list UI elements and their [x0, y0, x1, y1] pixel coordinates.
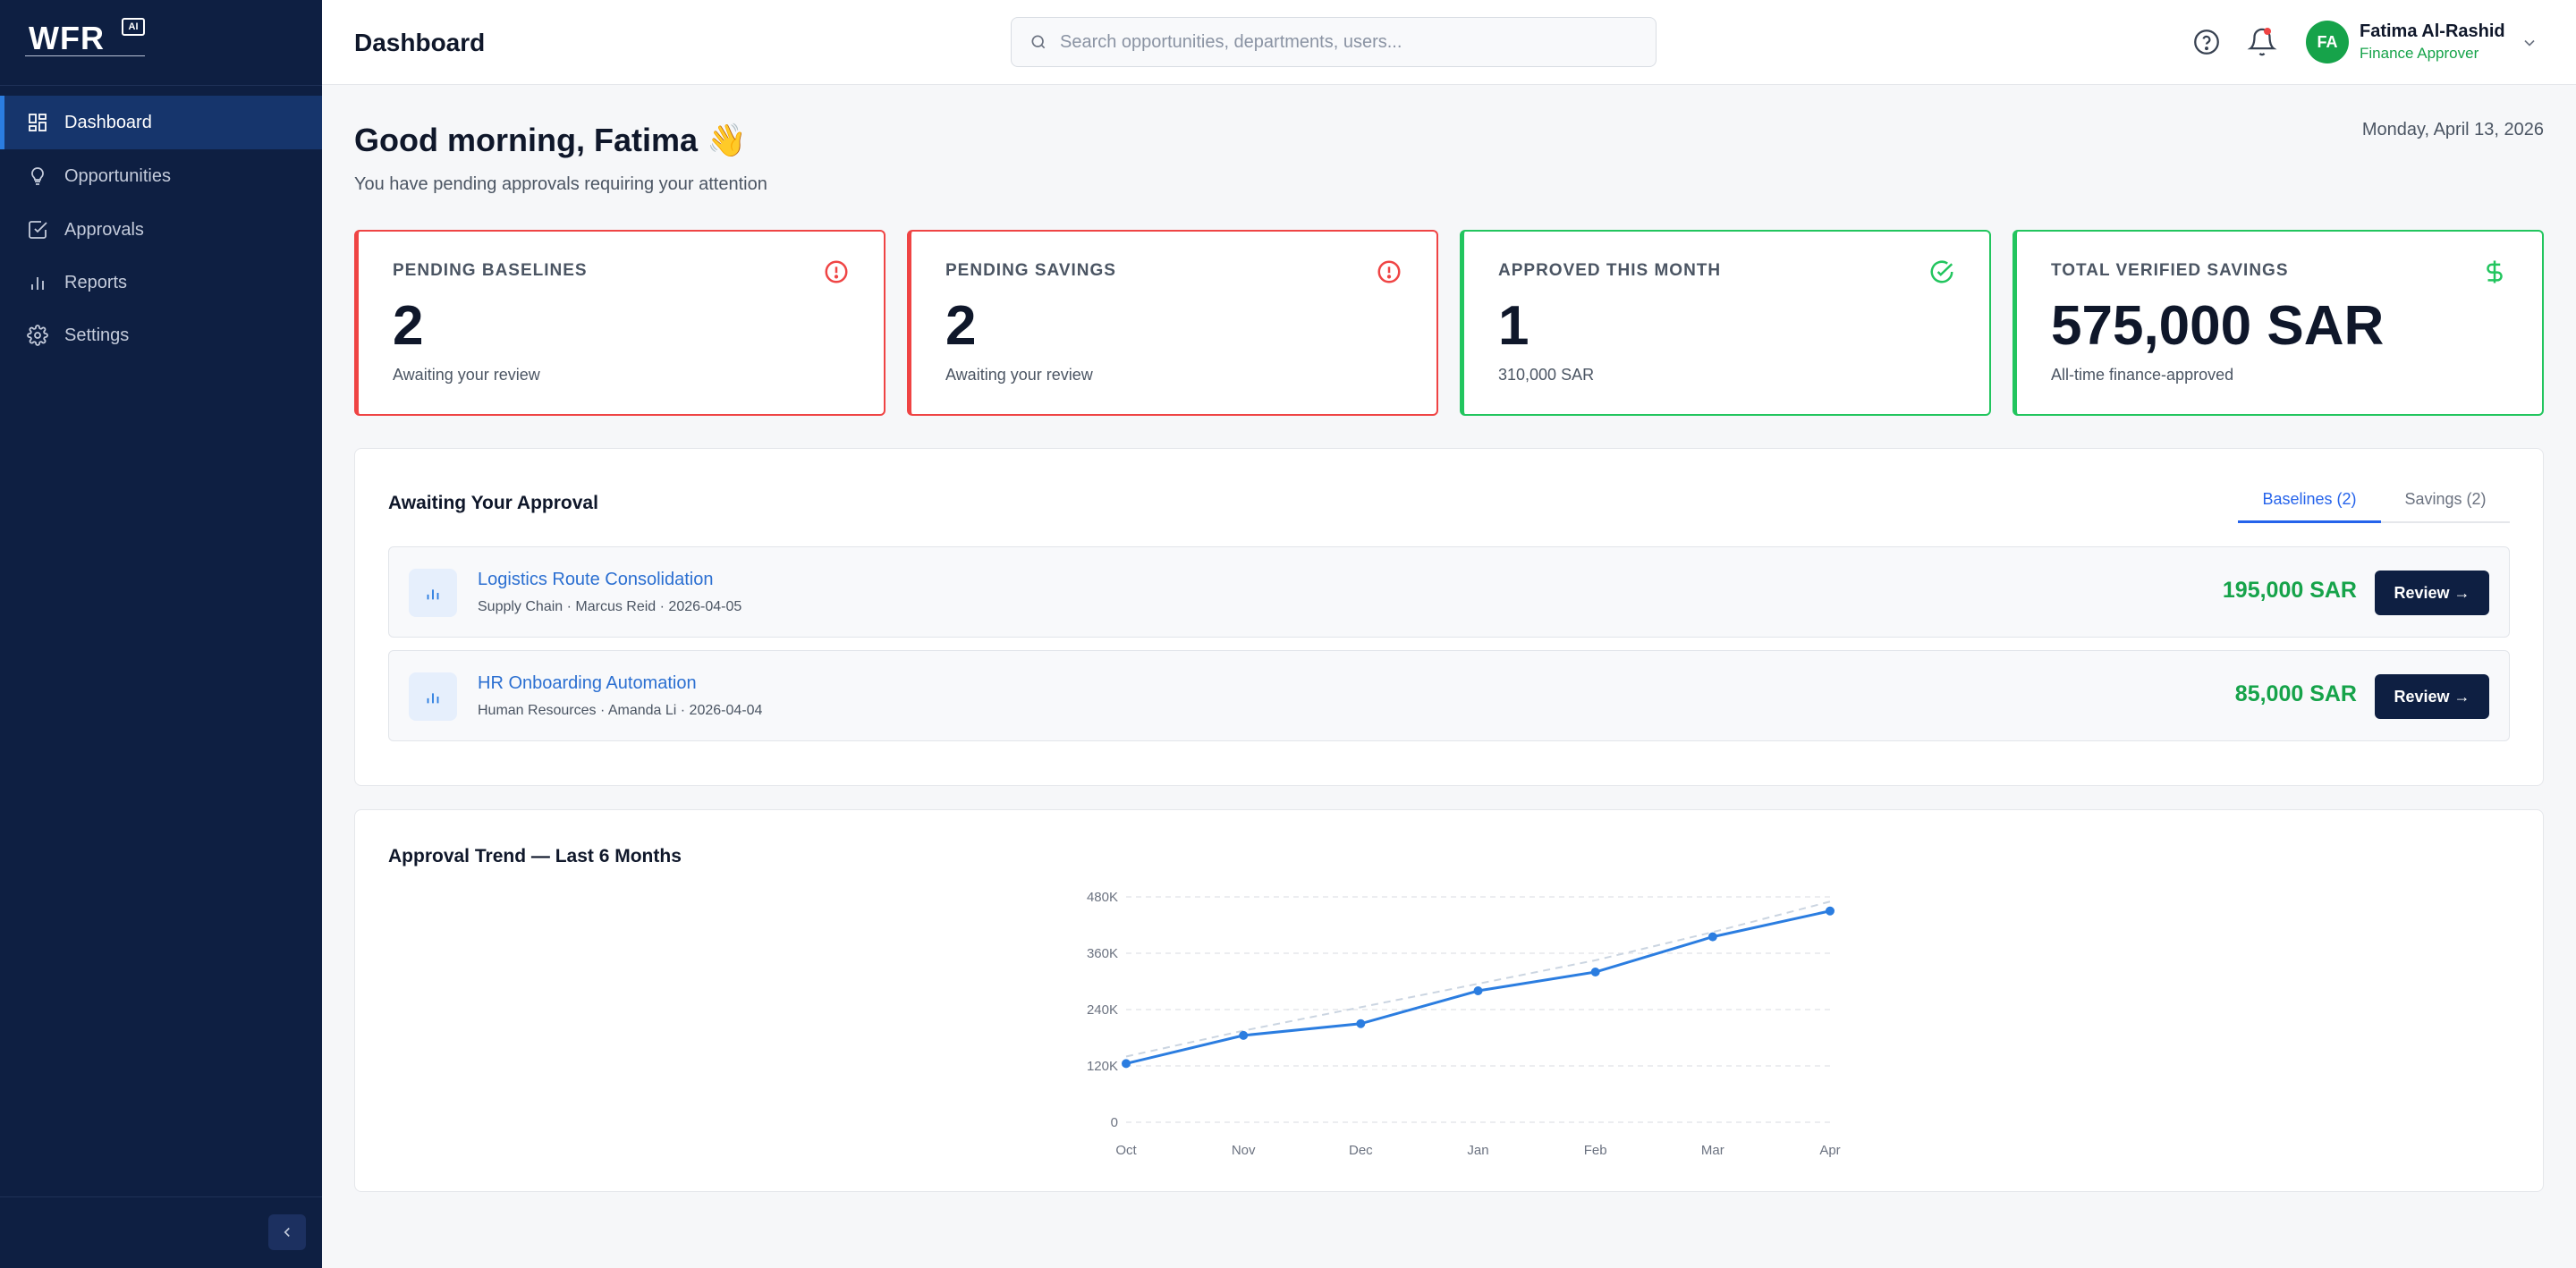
sidebar-item-approvals[interactable]: Approvals	[0, 203, 322, 257]
sidebar: WFR AI Dashboard Opportunities Approvals…	[0, 0, 322, 1268]
sidebar-item-label: Settings	[64, 325, 130, 345]
data-point	[1590, 968, 1600, 976]
lightbulb-icon	[31, 167, 44, 185]
tab-savings[interactable]: Savings (2)	[2381, 490, 2510, 523]
series-line-trend	[1125, 900, 1831, 1058]
avatar[interactable]: FA	[2306, 21, 2349, 63]
sidebar-divider	[0, 1196, 322, 1197]
stat-card-total-verified-savings[interactable]: TOTAL VERIFIED SAVINGS 575,000 SAR All-t…	[2012, 230, 2544, 416]
stat-card-label: PENDING SAVINGS	[945, 261, 1116, 280]
y-tick-label: 360K	[1087, 946, 1118, 961]
bar-chart-icon	[409, 672, 457, 721]
stat-card-value: 575,000 SAR	[2051, 295, 2385, 357]
panel-title: Awaiting Your Approval	[388, 493, 598, 513]
current-date: Monday, April 13, 2026	[2361, 120, 2544, 139]
bar-chart-icon	[409, 569, 457, 617]
x-tick-label: Nov	[1232, 1143, 1256, 1158]
stat-card-label: TOTAL VERIFIED SAVINGS	[2051, 261, 2289, 280]
approval-meta: Supply Chain · Marcus Reid · 2026-04-05	[478, 599, 742, 614]
approval-row[interactable]: Logistics Route Consolidation Supply Cha…	[388, 546, 2510, 638]
data-point	[1122, 1059, 1131, 1069]
stat-card-value: 1	[1498, 295, 1530, 357]
approval-amount: 195,000 SAR	[2222, 578, 2357, 603]
approval-amount: 85,000 SAR	[2234, 681, 2357, 706]
user-name[interactable]: Fatima Al-Rashid	[2360, 21, 2505, 41]
stat-card-label: APPROVED THIS MONTH	[1498, 261, 1722, 280]
sidebar-item-label: Dashboard	[64, 112, 152, 132]
y-tick-label: 240K	[1087, 1002, 1118, 1018]
search-box[interactable]	[1011, 17, 1657, 67]
stat-card-pending-baselines[interactable]: PENDING BASELINES 2 Awaiting your review	[354, 230, 886, 416]
tab-baselines[interactable]: Baselines (2)	[2238, 490, 2381, 523]
review-button[interactable]: Review →	[2375, 571, 2489, 615]
data-point	[1707, 932, 1717, 942]
logo-underline	[25, 55, 145, 64]
sidebar-item-dashboard[interactable]: Dashboard	[0, 96, 322, 149]
stat-card-note: 310,000 SAR	[1498, 366, 1595, 384]
sidebar-divider	[0, 85, 322, 86]
bar-chart-icon	[31, 277, 44, 290]
approval-row[interactable]: HR Onboarding Automation Human Resources…	[388, 650, 2510, 741]
panel-title: Approval Trend — Last 6 Months	[388, 846, 682, 866]
search-icon	[1031, 35, 1046, 49]
y-tick-label: 120K	[1087, 1059, 1118, 1074]
dollar-icon	[2487, 260, 2503, 283]
greeting-subtitle: You have pending approvals requiring you…	[354, 174, 767, 194]
check-square-icon	[29, 221, 47, 239]
data-point	[1356, 1019, 1366, 1028]
approval-trend-panel: Approval Trend — Last 6 Months	[354, 809, 2544, 1192]
y-tick-label: 0	[1111, 1115, 1118, 1130]
data-point	[1239, 1030, 1249, 1040]
x-tick-label: Dec	[1349, 1143, 1373, 1158]
search-input[interactable]	[1060, 31, 1614, 53]
help-icon[interactable]	[2191, 27, 2222, 57]
greeting-title: Good morning, Fatima 👋	[354, 122, 747, 158]
sidebar-item-opportunities[interactable]: Opportunities	[0, 149, 322, 203]
stat-card-pending-savings[interactable]: PENDING SAVINGS 2 Awaiting your review	[907, 230, 1438, 416]
stat-card-approved-this-month[interactable]: APPROVED THIS MONTH 1 310,000 SAR	[1460, 230, 1991, 416]
logo-badge: AI	[122, 18, 145, 36]
approval-meta: Human Resources · Amanda Li · 2026-04-04	[478, 703, 763, 718]
review-button[interactable]: Review →	[2375, 674, 2489, 719]
alert-circle-icon	[1377, 260, 1401, 283]
stat-card-note: Awaiting your review	[945, 366, 1093, 384]
approval-title-link[interactable]: Logistics Route Consolidation	[478, 570, 714, 589]
x-tick-label: Jan	[1467, 1143, 1488, 1158]
sidebar-item-settings[interactable]: Settings	[0, 309, 322, 362]
collapse-sidebar-button[interactable]	[268, 1214, 306, 1250]
sidebar-item-label: Reports	[64, 272, 128, 292]
page-title: Dashboard	[354, 29, 486, 56]
data-point	[1826, 906, 1835, 916]
sidebar-item-label: Opportunities	[64, 165, 171, 186]
sidebar-item-label: Approvals	[64, 219, 144, 240]
dashboard-icon	[29, 114, 47, 131]
bell-icon[interactable]	[2247, 27, 2277, 57]
user-role: Finance Approver	[2360, 45, 2479, 62]
chevron-left-icon	[284, 1227, 290, 1238]
x-tick-label: Oct	[1115, 1143, 1137, 1158]
stat-card-note: All-time finance-approved	[2051, 366, 2234, 384]
y-tick-label: 480K	[1087, 890, 1118, 905]
x-tick-label: Mar	[1701, 1143, 1724, 1158]
data-point	[1473, 986, 1483, 995]
check-circle-icon	[1930, 260, 1953, 283]
chevron-down-icon[interactable]	[2521, 34, 2538, 52]
approval-trend-chart: 0 120K 240K 360K 480K Oct Nov Dec Jan Feb Mar Apr	[1087, 890, 1841, 1158]
x-tick-label: Feb	[1584, 1143, 1607, 1158]
gear-icon	[27, 325, 48, 346]
stat-card-label: PENDING BASELINES	[393, 261, 588, 280]
stat-card-value: 2	[393, 295, 424, 357]
stat-card-value: 2	[945, 295, 977, 357]
logo-text: WFR	[29, 20, 105, 56]
approval-title-link[interactable]: HR Onboarding Automation	[478, 673, 697, 693]
stat-card-note: Awaiting your review	[393, 366, 540, 384]
alert-circle-icon	[825, 260, 848, 283]
top-header: Dashboard FA Fatima Al-Rashid Finance Ap…	[322, 0, 2576, 85]
notification-dot	[2264, 28, 2271, 35]
sidebar-item-reports[interactable]: Reports	[0, 256, 322, 309]
brand-logo[interactable]: WFR AI	[25, 13, 150, 72]
x-tick-label: Apr	[1819, 1143, 1840, 1158]
